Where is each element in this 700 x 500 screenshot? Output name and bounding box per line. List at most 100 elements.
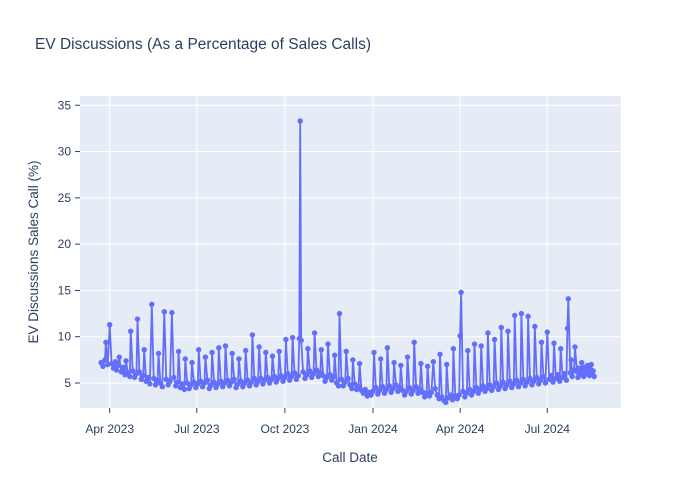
data-point[interactable] bbox=[204, 377, 211, 383]
data-point[interactable] bbox=[507, 378, 513, 384]
data-point[interactable] bbox=[393, 382, 399, 388]
data-point[interactable] bbox=[517, 380, 524, 386]
data-point[interactable] bbox=[289, 334, 296, 341]
data-point[interactable] bbox=[485, 330, 491, 336]
data-point[interactable] bbox=[534, 374, 540, 381]
data-point[interactable] bbox=[384, 345, 391, 351]
data-point[interactable] bbox=[406, 384, 413, 391]
data-point[interactable] bbox=[325, 341, 331, 347]
data-point[interactable] bbox=[591, 373, 597, 380]
data-point[interactable] bbox=[318, 347, 324, 353]
data-point[interactable] bbox=[331, 373, 337, 380]
data-point[interactable] bbox=[569, 373, 575, 380]
data-point[interactable] bbox=[563, 377, 570, 383]
data-point[interactable] bbox=[263, 349, 269, 356]
data-point[interactable] bbox=[398, 362, 404, 369]
data-point[interactable] bbox=[175, 379, 181, 385]
data-point[interactable] bbox=[343, 348, 349, 355]
data-point[interactable] bbox=[134, 316, 141, 322]
data-point[interactable] bbox=[103, 339, 109, 345]
data-point[interactable] bbox=[336, 310, 343, 317]
data-point[interactable] bbox=[590, 368, 596, 374]
data-point[interactable] bbox=[504, 382, 510, 388]
data-point[interactable] bbox=[493, 380, 500, 386]
data-point[interactable] bbox=[285, 371, 291, 377]
data-point[interactable] bbox=[311, 330, 318, 336]
data-point[interactable] bbox=[373, 384, 379, 391]
data-point[interactable] bbox=[524, 379, 530, 385]
data-point[interactable] bbox=[413, 384, 419, 390]
data-point[interactable] bbox=[332, 352, 338, 358]
plot-area[interactable] bbox=[80, 96, 621, 408]
data-point[interactable] bbox=[386, 383, 392, 389]
data-point[interactable] bbox=[356, 360, 363, 367]
data-point[interactable] bbox=[403, 388, 410, 394]
data-point[interactable] bbox=[295, 372, 301, 379]
data-point[interactable] bbox=[147, 381, 153, 387]
data-point[interactable] bbox=[298, 337, 304, 344]
data-point[interactable] bbox=[169, 309, 175, 316]
data-point[interactable] bbox=[335, 383, 342, 389]
data-point[interactable] bbox=[149, 301, 155, 307]
data-point[interactable] bbox=[161, 309, 167, 315]
data-point[interactable] bbox=[349, 385, 355, 392]
data-point[interactable] bbox=[505, 328, 511, 334]
data-point[interactable] bbox=[450, 346, 457, 352]
data-point[interactable] bbox=[112, 359, 119, 365]
data-point[interactable] bbox=[527, 375, 533, 382]
data-point[interactable] bbox=[550, 379, 556, 385]
data-point[interactable] bbox=[107, 322, 113, 328]
data-point[interactable] bbox=[231, 376, 237, 382]
data-point[interactable] bbox=[513, 377, 520, 383]
data-point[interactable] bbox=[378, 356, 384, 362]
data-point[interactable] bbox=[551, 340, 557, 346]
data-point[interactable] bbox=[518, 310, 525, 317]
data-point[interactable] bbox=[236, 356, 242, 362]
data-point[interactable] bbox=[283, 336, 289, 343]
data-point[interactable] bbox=[558, 346, 564, 352]
data-point[interactable] bbox=[465, 347, 471, 354]
data-point[interactable] bbox=[116, 354, 123, 360]
data-point[interactable] bbox=[141, 347, 147, 353]
data-point[interactable] bbox=[175, 348, 182, 355]
data-point[interactable] bbox=[557, 378, 563, 384]
data-point[interactable] bbox=[511, 381, 517, 387]
data-point[interactable] bbox=[377, 387, 383, 394]
data-point[interactable] bbox=[350, 357, 356, 363]
data-point[interactable] bbox=[497, 383, 504, 389]
data-point[interactable] bbox=[437, 351, 443, 357]
data-point[interactable] bbox=[477, 386, 483, 393]
data-point[interactable] bbox=[540, 373, 547, 380]
data-point[interactable] bbox=[251, 375, 257, 382]
data-point[interactable] bbox=[140, 372, 146, 379]
data-point[interactable] bbox=[155, 350, 162, 357]
data-point[interactable] bbox=[548, 372, 554, 379]
data-point[interactable] bbox=[371, 349, 377, 356]
data-point[interactable] bbox=[196, 347, 202, 353]
data-point[interactable] bbox=[313, 367, 320, 373]
data-point[interactable] bbox=[478, 343, 484, 349]
data-point[interactable] bbox=[288, 373, 295, 380]
data-point[interactable] bbox=[456, 392, 462, 398]
data-point[interactable] bbox=[305, 346, 311, 352]
data-point[interactable] bbox=[410, 387, 416, 394]
data-point[interactable] bbox=[432, 385, 438, 392]
data-point[interactable] bbox=[383, 386, 390, 393]
data-point[interactable] bbox=[248, 379, 255, 385]
data-point[interactable] bbox=[565, 296, 571, 302]
data-point[interactable] bbox=[444, 361, 450, 368]
data-point[interactable] bbox=[458, 289, 464, 295]
data-point[interactable] bbox=[480, 383, 486, 389]
data-point[interactable] bbox=[182, 356, 188, 362]
data-point[interactable] bbox=[542, 380, 549, 386]
data-point[interactable] bbox=[300, 369, 306, 375]
data-point[interactable] bbox=[352, 381, 358, 387]
data-point[interactable] bbox=[179, 381, 186, 387]
data-point[interactable] bbox=[127, 373, 133, 380]
data-point[interactable] bbox=[572, 344, 578, 350]
data-point[interactable] bbox=[123, 358, 129, 364]
data-point[interactable] bbox=[310, 371, 317, 377]
data-point[interactable] bbox=[568, 357, 574, 363]
data-point[interactable] bbox=[498, 324, 504, 331]
data-point[interactable] bbox=[428, 389, 435, 395]
